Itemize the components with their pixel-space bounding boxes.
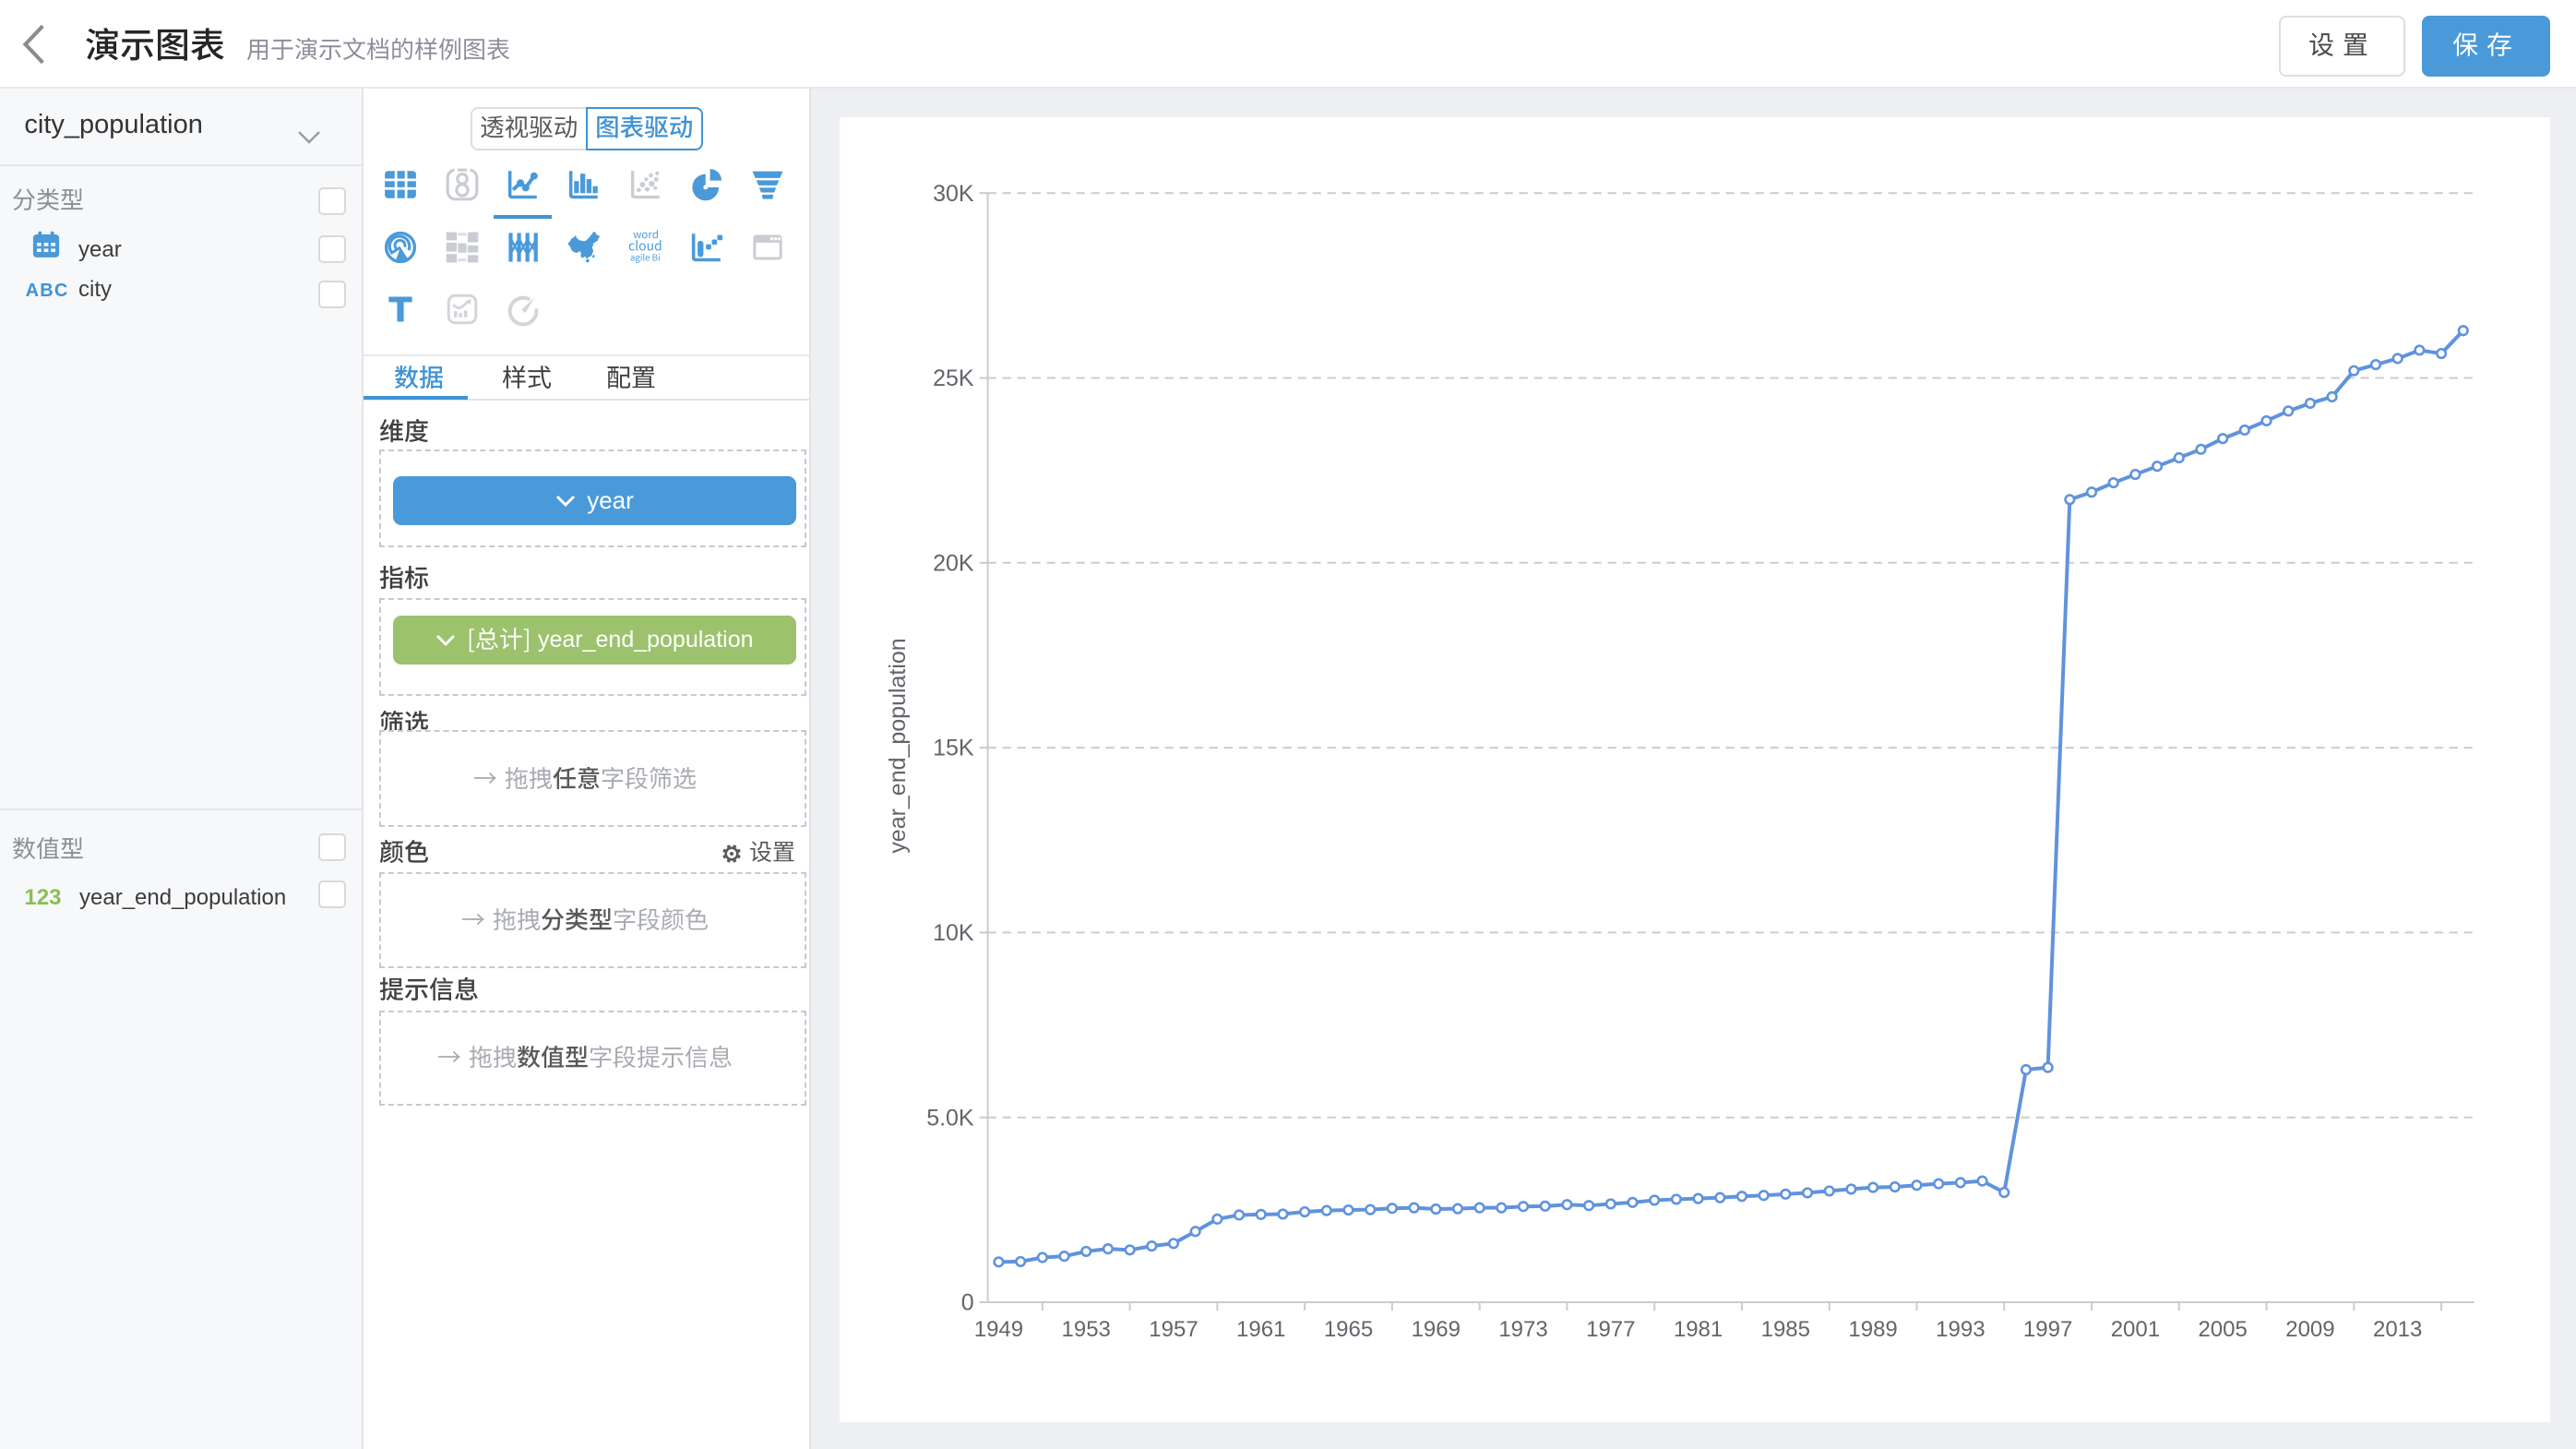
svg-text:1973: 1973 [1498,1317,1547,1342]
svg-text:2013: 2013 [2373,1317,2422,1342]
svg-text:20K: 20K [933,551,974,577]
svg-text:2005: 2005 [2198,1317,2247,1342]
svg-text:1989: 1989 [1848,1317,1897,1342]
svg-text:25K: 25K [933,365,974,391]
svg-text:year_end_population: year_end_population [885,638,911,853]
svg-text:1969: 1969 [1412,1317,1461,1342]
svg-text:1993: 1993 [1936,1317,1985,1342]
svg-text:1985: 1985 [1761,1317,1810,1342]
svg-text:1965: 1965 [1324,1317,1373,1342]
svg-text:1953: 1953 [1062,1317,1111,1342]
svg-text:1957: 1957 [1149,1317,1198,1342]
svg-text:2001: 2001 [2111,1317,2160,1342]
svg-text:1981: 1981 [1674,1317,1723,1342]
svg-text:1961: 1961 [1236,1317,1285,1342]
svg-text:5.0K: 5.0K [926,1105,974,1131]
svg-text:15K: 15K [933,736,974,761]
svg-text:1977: 1977 [1586,1317,1635,1342]
svg-text:1949: 1949 [974,1317,1023,1342]
svg-text:0: 0 [961,1290,974,1316]
svg-text:1997: 1997 [2023,1317,2072,1342]
svg-text:2009: 2009 [2285,1317,2334,1342]
svg-text:30K: 30K [933,181,974,207]
svg-text:10K: 10K [933,920,974,946]
